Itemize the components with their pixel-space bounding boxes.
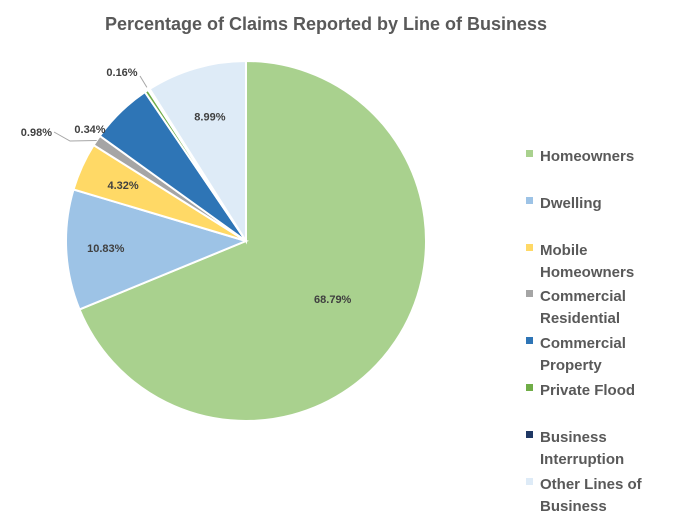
legend-swatch-homeowners: [526, 150, 533, 157]
legend-swatch-dwelling: [526, 197, 533, 204]
data-label-other-lines-of-business: 8.99%: [194, 112, 225, 124]
legend-label-commercial-property: Commercial: [540, 335, 626, 352]
slice-homeowners: [78, 59, 427, 422]
legend-label-commercial-residential: Commercial: [540, 288, 626, 305]
slice-other-lines-of-business: [148, 59, 247, 245]
pie-slices: [65, 59, 427, 422]
legend-item-private-flood: Private Flood: [526, 382, 635, 399]
data-label-homeowners: 68.79%: [314, 294, 352, 306]
data-label-commercial-residential: 0.98%: [21, 127, 52, 139]
leader-line-business-interruption: [139, 75, 148, 88]
legend-swatch-commercial-residential: [526, 290, 533, 297]
legend-label-other-lines-of-business: Other Lines of: [540, 476, 643, 493]
legend-item-commercial-property: Commercial Property: [526, 335, 626, 374]
legend-label-private-flood: Private Flood: [540, 382, 635, 399]
legend-label-mobile-homeowners: Homeowners: [540, 264, 634, 281]
legend-label-business-interruption: Business: [540, 429, 607, 446]
leader-line-commercial-residential: [53, 131, 97, 142]
legend-swatch-other-lines-of-business: [526, 478, 533, 485]
legend-label-other-lines-of-business: Business: [540, 498, 607, 515]
slice-dwelling: [65, 188, 249, 311]
legend-swatch-commercial-property: [526, 337, 533, 344]
legend-swatch-private-flood: [526, 384, 533, 391]
data-label-private-flood: 0.34%: [74, 124, 105, 136]
chart-title: Percentage of Claims Reported by Line of…: [105, 14, 547, 34]
data-label-dwelling: 10.83%: [87, 243, 125, 255]
data-label-business-interruption: 0.16%: [106, 67, 137, 79]
legend: Homeowners Dwelling Mobile Homeowners Commer…: [526, 148, 643, 515]
legend-label-business-interruption: Interruption: [540, 451, 624, 468]
data-labels: 68.79% 10.83% 4.32% 0.98% 0.34% 0.16% 8.99%: [21, 67, 352, 306]
legend-label-dwelling: Dwelling: [540, 195, 602, 212]
legend-label-commercial-property: Property: [540, 357, 602, 374]
legend-item-mobile-homeowners: Mobile Homeowners: [526, 242, 634, 281]
legend-swatch-business-interruption: [526, 431, 533, 438]
legend-item-dwelling: Dwelling: [526, 195, 602, 212]
data-label-mobile-homeowners: 4.32%: [107, 180, 138, 192]
legend-label-homeowners: Homeowners: [540, 148, 634, 165]
legend-swatch-mobile-homeowners: [526, 244, 533, 251]
legend-label-commercial-residential: Residential: [540, 310, 620, 327]
legend-item-commercial-residential: Commercial Residential: [526, 288, 626, 327]
legend-item-homeowners: Homeowners: [526, 148, 634, 165]
legend-item-business-interruption: Business Interruption: [526, 429, 624, 468]
leader-lines: [53, 75, 148, 142]
legend-label-mobile-homeowners: Mobile: [540, 242, 588, 259]
legend-item-other-lines-of-business: Other Lines of Business: [526, 476, 643, 515]
